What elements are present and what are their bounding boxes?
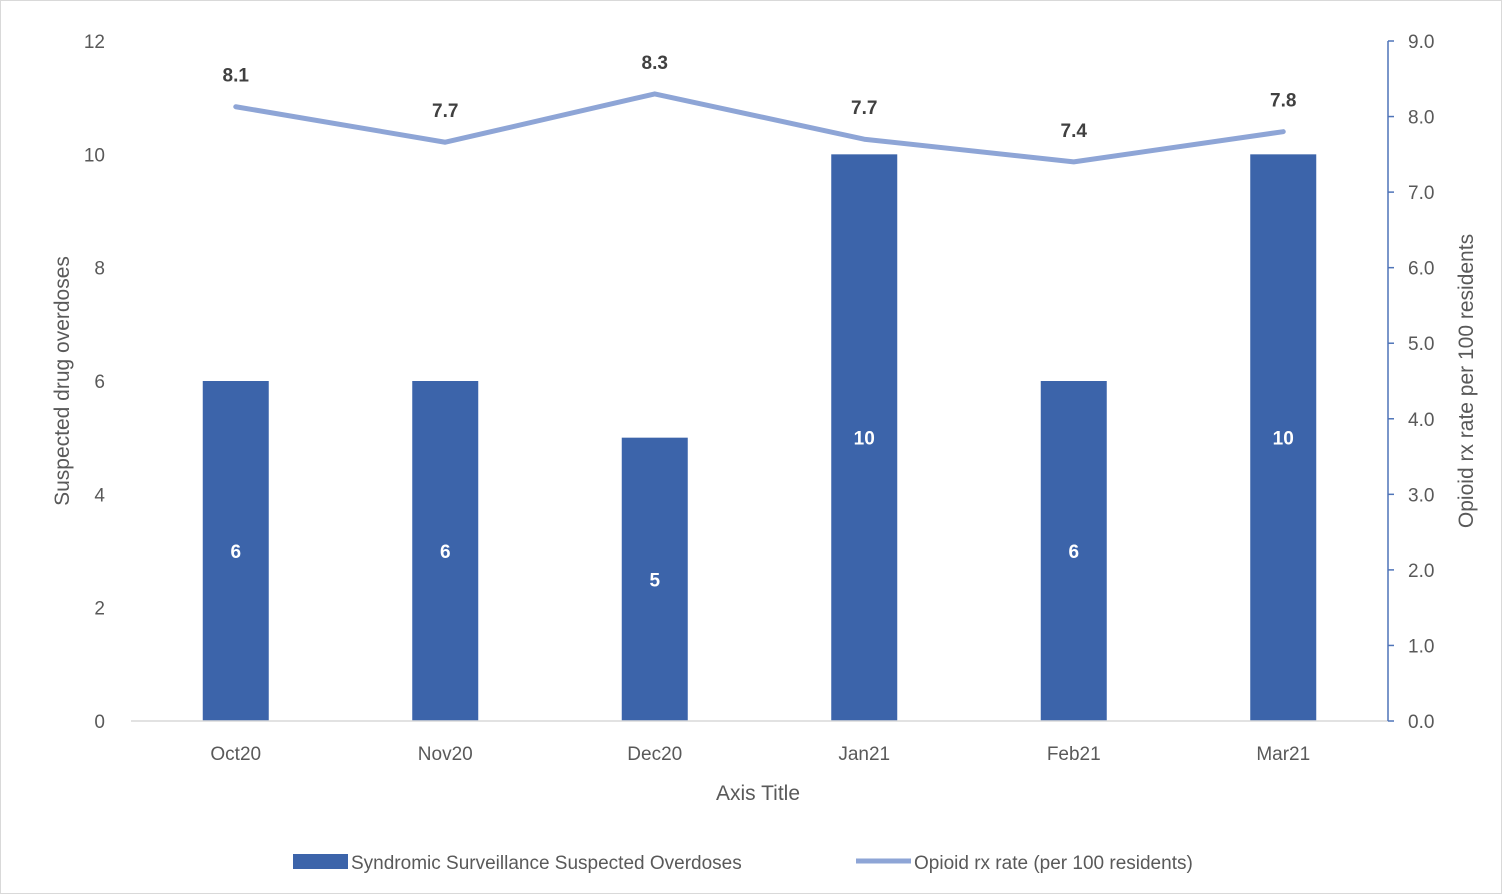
- line-series-group: [233, 91, 1286, 165]
- y-tick-label: 0: [94, 712, 105, 733]
- y-tick-label: 4: [94, 485, 105, 506]
- y2-tick-label: 9.0: [1408, 32, 1434, 53]
- y2-axis-title: Opioid rx rate per 100 residents: [1455, 234, 1478, 528]
- bar-feb21: [1040, 381, 1107, 721]
- line-data-label: 7.7: [851, 98, 877, 119]
- y-axis-title: Suspected drug overdoses: [51, 256, 74, 506]
- y2-tick-label: 4.0: [1408, 410, 1434, 431]
- y-tick-label: 10: [84, 145, 105, 166]
- x-tick-label: Oct20: [210, 744, 261, 765]
- line-data-label: 7.4: [1061, 121, 1088, 142]
- x-tick-label: Mar21: [1256, 744, 1310, 765]
- x-tick-label: Jan21: [838, 744, 890, 765]
- axes-group: Oct20 Nov20 Dec20 Jan21 Feb21 Mar21 0 2 4 6 8 10 12 0…: [84, 32, 1435, 765]
- bar-dec20: [621, 437, 688, 721]
- bar-oct20: [202, 381, 269, 721]
- line-data-label: 8.3: [642, 53, 668, 74]
- bar-data-label: 10: [854, 429, 875, 450]
- x-tick-label: Dec20: [627, 744, 682, 765]
- y-tick-label: 2: [94, 599, 105, 620]
- x-tick-label: Feb21: [1047, 744, 1101, 765]
- legend-swatch-bar: [293, 854, 348, 869]
- legend: Syndromic Surveillance Suspected Overdos…: [293, 853, 1193, 874]
- y-tick-label: 12: [84, 32, 105, 53]
- y2-tick-label: 6.0: [1408, 259, 1434, 280]
- y2-tick-label: 5.0: [1408, 334, 1434, 355]
- bar-data-label: 6: [230, 542, 241, 563]
- data-labels-group: 6 6 5 10 6 10 8.1 7.7 8.3 7.7 7.4 7.8: [223, 53, 1297, 591]
- y-tick-label: 6: [94, 372, 105, 393]
- legend-label-bar: Syndromic Surveillance Suspected Overdos…: [351, 853, 742, 874]
- bar-data-label: 6: [440, 542, 451, 563]
- bar-data-label: 5: [649, 570, 660, 591]
- y2-tick-label: 8.0: [1408, 108, 1434, 129]
- line-data-label: 8.1: [223, 66, 250, 87]
- bar-mar21: [1250, 154, 1317, 722]
- bar-nov20: [412, 381, 479, 721]
- bar-jan21: [831, 154, 898, 722]
- line-data-label: 7.7: [432, 101, 458, 122]
- y-tick-label: 8: [94, 259, 105, 280]
- bar-data-label: 6: [1068, 542, 1079, 563]
- line-opioid-rx-rate: [233, 91, 1286, 165]
- x-axis-title: Axis Title: [716, 782, 800, 805]
- y2-tick-label: 7.0: [1408, 183, 1434, 204]
- bar-data-label: 10: [1273, 429, 1294, 450]
- y2-tick-label: 3.0: [1408, 485, 1434, 506]
- y2-tick-label: 0.0: [1408, 712, 1434, 733]
- bar-series-group: [202, 154, 1317, 722]
- x-tick-label: Nov20: [418, 744, 473, 765]
- y2-tick-label: 1.0: [1408, 636, 1434, 657]
- legend-label-line: Opioid rx rate (per 100 residents): [914, 853, 1193, 874]
- y2-tick-label: 2.0: [1408, 561, 1434, 582]
- line-data-label: 7.8: [1270, 91, 1296, 112]
